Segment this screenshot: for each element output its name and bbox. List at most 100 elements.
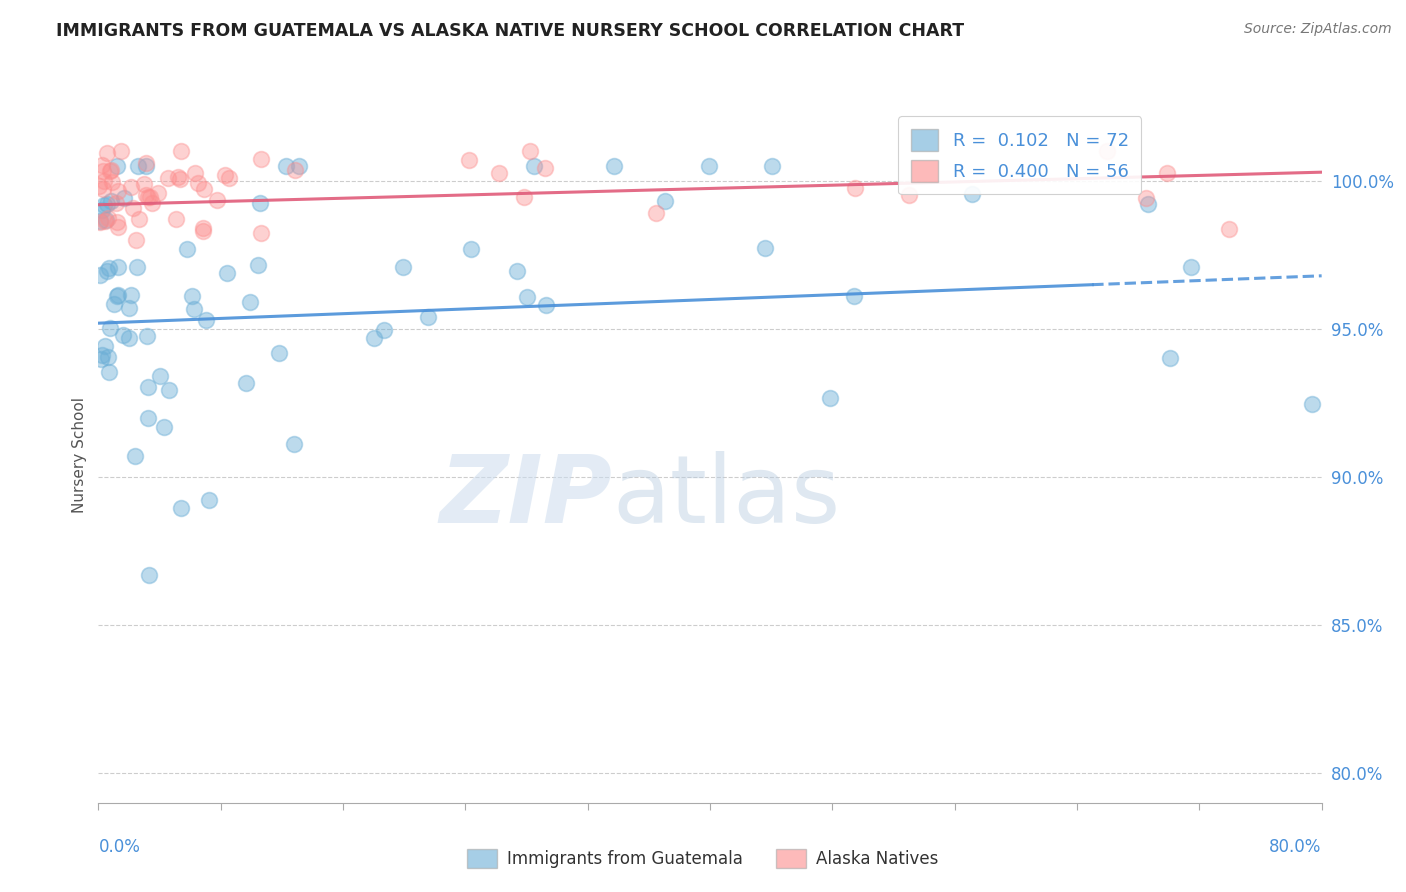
Point — [283, 437, 305, 451]
Point — [97, 211, 120, 225]
Point — [100, 163, 122, 178]
Point — [267, 346, 290, 360]
Point — [100, 194, 122, 208]
Point — [250, 227, 273, 241]
Point — [124, 449, 146, 463]
Point — [91, 182, 114, 196]
Point — [960, 186, 983, 201]
Point — [89, 178, 111, 193]
Point — [183, 166, 205, 180]
Point — [89, 215, 111, 229]
Point — [1180, 260, 1202, 274]
Point — [183, 302, 205, 317]
Point — [169, 172, 191, 186]
Point — [89, 214, 111, 228]
Text: ZIP: ZIP — [439, 450, 612, 542]
Point — [156, 170, 179, 185]
Point — [94, 214, 117, 228]
Point — [136, 411, 159, 425]
Point — [98, 164, 121, 178]
Point — [844, 181, 866, 195]
Point — [125, 260, 148, 274]
Point — [392, 260, 415, 274]
Point — [112, 191, 135, 205]
Point — [157, 383, 180, 397]
Point — [96, 213, 118, 227]
Text: IMMIGRANTS FROM GUATEMALA VS ALASKA NATIVE NURSERY SCHOOL CORRELATION CHART: IMMIGRANTS FROM GUATEMALA VS ALASKA NATI… — [56, 22, 965, 40]
Text: 0.0%: 0.0% — [98, 838, 141, 856]
Point — [516, 289, 538, 303]
Point — [246, 258, 269, 272]
Text: atlas: atlas — [612, 450, 841, 542]
Point — [1218, 222, 1240, 236]
Point — [1156, 166, 1178, 180]
Point — [98, 365, 121, 379]
Point — [107, 220, 129, 235]
Point — [97, 350, 120, 364]
Text: 80.0%: 80.0% — [1270, 838, 1322, 856]
Point — [153, 419, 176, 434]
Point — [488, 166, 510, 180]
Point — [134, 177, 156, 191]
Point — [513, 190, 536, 204]
Point — [818, 391, 841, 405]
Point — [98, 260, 121, 275]
Point — [1136, 197, 1159, 211]
Point — [135, 159, 157, 173]
Point — [274, 159, 297, 173]
Point — [96, 145, 118, 160]
Point — [122, 202, 145, 216]
Point — [644, 206, 666, 220]
Point — [105, 159, 128, 173]
Legend: Immigrants from Guatemala, Alaska Natives: Immigrants from Guatemala, Alaska Native… — [461, 842, 945, 875]
Point — [523, 159, 546, 173]
Point — [98, 320, 121, 334]
Point — [170, 145, 193, 159]
Point — [141, 195, 163, 210]
Point — [697, 159, 720, 173]
Point — [120, 180, 142, 194]
Point — [1301, 397, 1323, 411]
Point — [1159, 351, 1181, 365]
Point — [218, 171, 240, 186]
Point — [96, 197, 118, 211]
Point — [191, 224, 214, 238]
Point — [128, 212, 150, 227]
Text: Source: ZipAtlas.com: Source: ZipAtlas.com — [1244, 22, 1392, 37]
Point — [754, 241, 776, 255]
Point — [146, 186, 169, 200]
Point — [90, 348, 112, 362]
Point — [120, 287, 142, 301]
Point — [105, 195, 128, 210]
Point — [235, 376, 257, 390]
Point — [195, 313, 218, 327]
Point — [534, 161, 557, 175]
Point — [416, 310, 439, 324]
Point — [250, 152, 273, 166]
Point — [187, 177, 209, 191]
Point — [127, 159, 149, 173]
Point — [898, 187, 921, 202]
Point — [519, 145, 541, 159]
Point — [138, 568, 160, 582]
Point — [105, 288, 128, 302]
Point — [91, 158, 114, 172]
Point — [181, 288, 204, 302]
Point — [166, 170, 188, 185]
Point — [363, 331, 385, 345]
Point — [603, 159, 626, 173]
Legend: R =  0.102   N = 72, R =  0.400   N = 56: R = 0.102 N = 72, R = 0.400 N = 56 — [898, 116, 1142, 194]
Point — [124, 233, 146, 247]
Point — [107, 260, 129, 275]
Point — [288, 159, 311, 173]
Point — [170, 501, 193, 516]
Point — [94, 339, 117, 353]
Point — [136, 328, 159, 343]
Point — [506, 264, 529, 278]
Point — [111, 328, 134, 343]
Point — [205, 193, 228, 207]
Point — [176, 242, 198, 256]
Point — [107, 184, 129, 198]
Point — [96, 264, 118, 278]
Point — [1135, 191, 1157, 205]
